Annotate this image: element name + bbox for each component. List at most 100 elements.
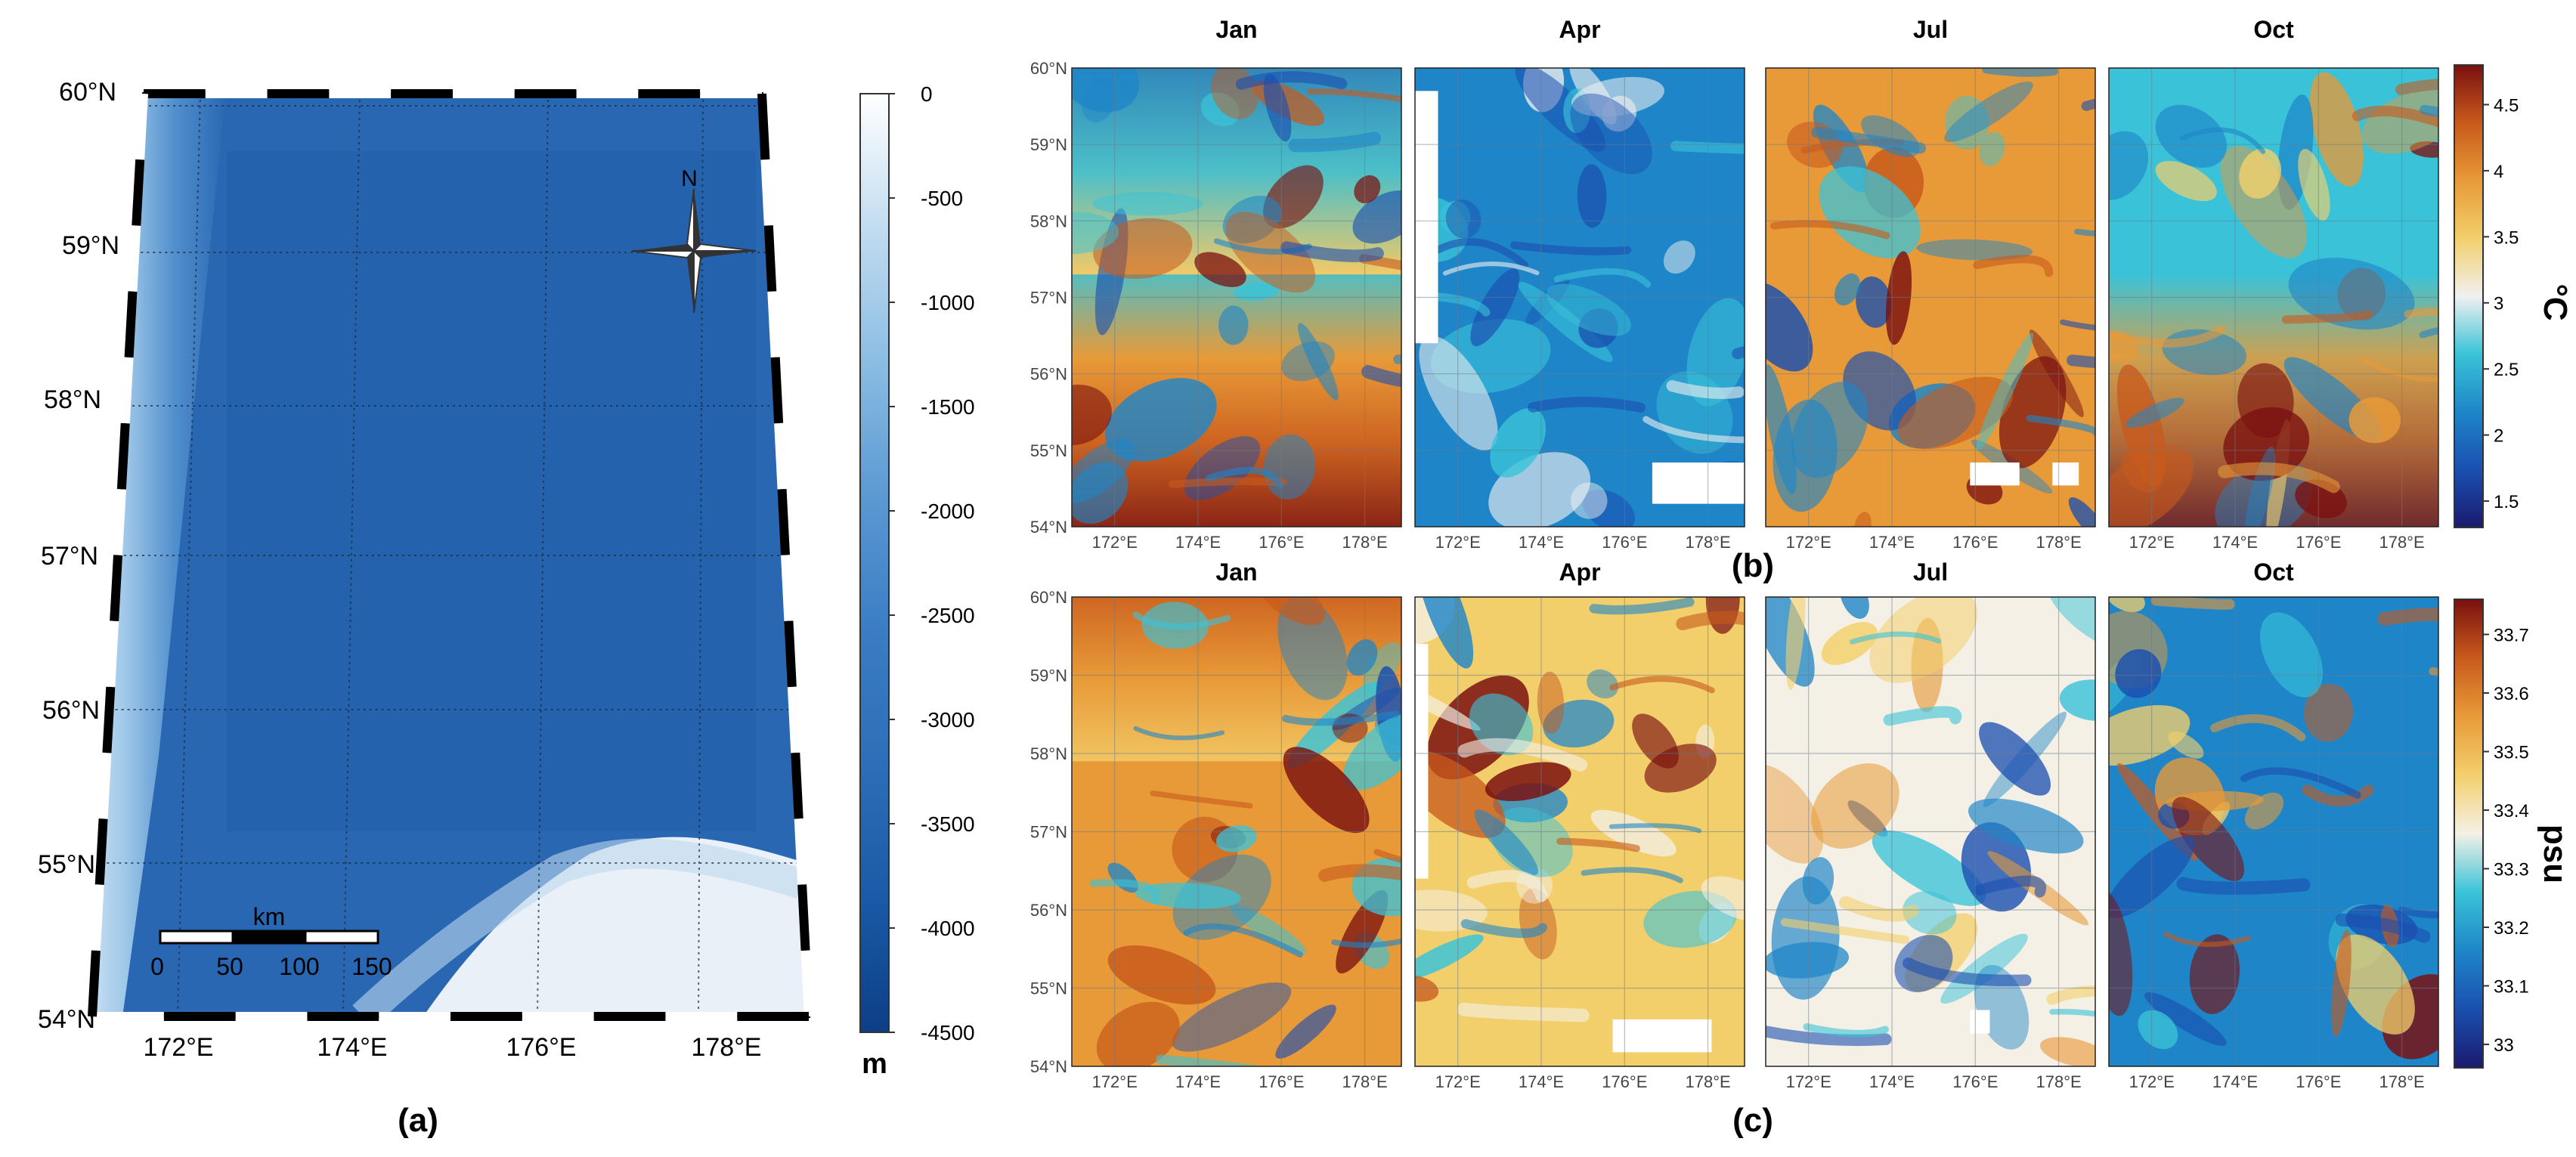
temperature-colorbar-tick: 2.5 [2494,360,2519,380]
seasonal-lon-label: 174°E [2212,533,2258,552]
seasonal-lon-label: 172°E [1786,1072,1831,1091]
seasonal-lon-label: 178°E [1342,533,1388,552]
salinity-colorbar-tick: 33.4 [2494,801,2529,821]
seasonal-lon-label: 172°E [2129,1072,2175,1091]
month-title: Jul [1913,558,1948,586]
scale-bar-tick: 100 [279,953,319,980]
seasonal-lon-label: 174°E [2212,1072,2258,1091]
seasonal-lon-label: 176°E [2296,1072,2341,1091]
seasonal-lon-label: 172°E [1092,1072,1138,1091]
seasonal-lon-label: 178°E [1342,1072,1388,1091]
temperature-colorbar-tick: 4.5 [2494,95,2519,116]
temperature-colorbar-tick: 1.5 [2494,492,2519,512]
seasonal-lon-label: 176°E [2296,533,2341,552]
bathymetry-lat-label: 60°N [59,78,116,107]
month-title: Jul [1913,16,1948,43]
month-title: Jan [1215,16,1257,43]
seasonal-lon-label: 174°E [1869,1072,1915,1091]
seasonal-map: Jul 172°E 174°E 176°E 178°E [1765,16,2096,552]
seasonal-map: Jul 172°E 174°E 176°E 178°E [1765,558,2096,1091]
temperature-colorbar-tick: 2 [2494,426,2503,447]
seasonal-lat-label: 55°N [1030,441,1067,460]
seasonal-lon-label: 178°E [1686,1072,1731,1091]
seasonal-lon-label: 174°E [1869,533,1915,552]
bathymetry-lon-label: 174°E [317,1033,387,1062]
panel-b-label: (b) [1732,547,1774,584]
salinity-unit-label: psu [2537,824,2574,883]
seasonal-lon-label: 174°E [1175,1072,1221,1091]
depth-colorbar-unit: m [862,1048,887,1080]
seasonal-lat-label: 60°N [1030,59,1067,78]
temperature-colorbar-tick: 3.5 [2494,227,2519,248]
seasonal-map-grid: Jan 172°E 174°E 176°E 178°E 60°N 59°N 58°N 57°N 5… [1030,16,2439,1091]
scale-bar-unit: km [253,903,286,930]
seasonal-lon-label: 178°E [2379,1072,2425,1091]
scale-bar-tick: 0 [150,953,164,980]
seasonal-lon-label: 178°E [2036,1072,2082,1091]
temperature-colorbar-tick: 3 [2494,294,2503,314]
bathymetry-lon-label: 172°E [143,1033,213,1062]
seasonal-lon-label: 174°E [1175,533,1221,552]
bathymetry-lon-label: 176°E [506,1033,576,1062]
seasonal-lat-label: 54°N [1030,518,1067,537]
seasonal-lat-label: 59°N [1030,667,1067,685]
seasonal-lon-label: 176°E [1259,1072,1304,1091]
seasonal-lat-label: 59°N [1030,135,1067,154]
seasonal-map: Apr 172°E 174°E 176°E 178°E [1414,558,1745,1091]
month-title: Oct [2253,558,2294,586]
scale-bar-tick: 150 [351,953,392,980]
depth-colorbar-tick: -2000 [921,500,975,523]
bathymetry-lat-label: 59°N [62,231,119,260]
panel-a-label: (a) [398,1102,438,1139]
seasonal-lon-label: 172°E [1786,533,1831,552]
scale-bar: km 0 50 100 150 [150,903,392,980]
seasonal-lat-label: 57°N [1030,289,1067,308]
depth-colorbar-tick: -4000 [921,917,975,940]
seasonal-lon-label: 176°E [1259,533,1304,552]
seasonal-map: Oct 172°E 174°E 176°E 178°E [2108,16,2439,552]
seasonal-lat-label: 56°N [1030,365,1067,384]
depth-colorbar-tick: -1500 [921,395,975,419]
salinity-colorbar-tick: 33.3 [2494,860,2529,880]
seasonal-lon-label: 172°E [1435,533,1481,552]
scale-bar-tick: 50 [216,953,243,980]
panel-c-label: (c) [1732,1102,1773,1139]
bathymetry-lat-label: 56°N [42,696,100,725]
seasonal-lat-label: 58°N [1030,212,1067,230]
bathymetry-map [88,89,813,1021]
seasonal-lon-label: 178°E [1686,533,1731,552]
bathymetry-lat-label: 55°N [38,850,95,879]
compass-rose-icon: N [631,166,757,314]
seasonal-map: Oct 172°E 174°E 176°E 178°E [2108,558,2439,1091]
seasonal-map: Apr 172°E 174°E 176°E 178°E [1414,16,1745,552]
seasonal-lon-label: 178°E [2036,533,2082,552]
seasonal-lon-label: 174°E [1519,1072,1564,1091]
depth-colorbar-tick: -1000 [921,291,975,314]
seasonal-map: Jan 172°E 174°E 176°E 178°E 60°N 59°N 58°N 57°N 5… [1030,558,1402,1091]
seasonal-lon-label: 172°E [1092,533,1138,552]
seasonal-lat-label: 57°N [1030,823,1067,842]
month-title: Jan [1215,558,1257,586]
seasonal-lat-label: 60°N [1030,588,1067,607]
depth-colorbar-tick: -2500 [921,604,975,627]
month-title: Apr [1559,16,1600,43]
seasonal-lat-label: 54°N [1030,1057,1067,1076]
depth-colorbar-tick: -3500 [921,812,975,836]
bathymetry-lon-label: 178°E [691,1033,761,1062]
month-title: Apr [1559,558,1600,586]
bathymetry-lat-label: 58°N [44,385,101,414]
bathymetry-axis-labels: 60°N 59°N 58°N 57°N 56°N 55°N 54°N 172°E 174°E 17… [38,78,761,1062]
month-title: Oct [2253,16,2294,43]
seasonal-lon-label: 172°E [2129,533,2175,552]
salinity-colorbar-tick: 33 [2494,1035,2514,1056]
seasonal-lon-label: 172°E [1435,1072,1481,1091]
salinity-colorbar-tick: 33.7 [2494,626,2529,646]
seasonal-lat-label: 56°N [1030,901,1067,920]
temperature-unit-label: °C [2537,283,2574,320]
salinity-colorbar-tick: 33.1 [2494,977,2529,998]
salinity-colorbar-tick: 33.2 [2494,918,2529,939]
bathymetry-map-panel: 60°N 59°N 58°N 57°N 56°N 55°N 54°N 172°E 174°E 17… [38,78,975,1139]
bathymetry-lat-label: 54°N [38,1005,95,1034]
depth-colorbar-tick: 0 [921,82,933,106]
